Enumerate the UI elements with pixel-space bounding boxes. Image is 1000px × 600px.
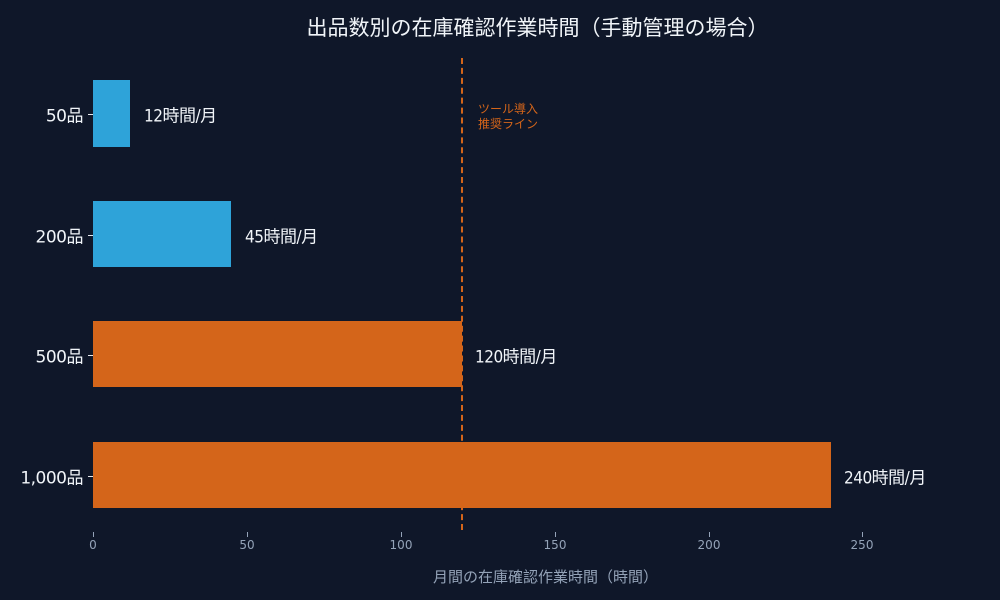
bar-50 [93,80,130,147]
y-tick-label: 200品 [35,227,84,248]
y-tick-mark [88,114,93,115]
y-tick-mark [88,235,93,236]
bar-200 [93,201,231,267]
y-tick-label: 500品 [35,347,84,368]
value-label: 240時間/月 [844,468,926,489]
x-tick-label: 100 [389,538,413,552]
x-axis-label: 月間の在庫確認作業時間（時間） [432,568,658,586]
x-tick-label: 250 [850,538,874,552]
x-tick-mark [709,532,710,537]
bar-500 [93,321,462,387]
chart-title: 出品数別の在庫確認作業時間（手動管理の場合） [306,16,769,40]
x-tick-label: 50 [239,538,255,552]
x-tick-mark [862,532,863,537]
x-tick-mark [555,532,556,537]
x-tick-mark [93,532,94,537]
y-tick-label: 1,000品 [20,468,83,489]
reference-line [461,58,463,530]
y-tick-mark [88,476,93,477]
y-tick-mark [88,355,93,356]
value-label: 120時間/月 [475,347,557,368]
value-label: 12時間/月 [144,106,217,127]
x-tick-label: 0 [89,538,97,552]
x-tick-mark [401,532,402,537]
y-tick-label: 50品 [45,106,84,127]
x-tick-mark [247,532,248,537]
x-tick-label: 150 [543,538,567,552]
value-label: 45時間/月 [245,227,318,248]
reference-line-label: ツール導入 推奨ライン [478,102,539,131]
x-tick-label: 200 [697,538,721,552]
